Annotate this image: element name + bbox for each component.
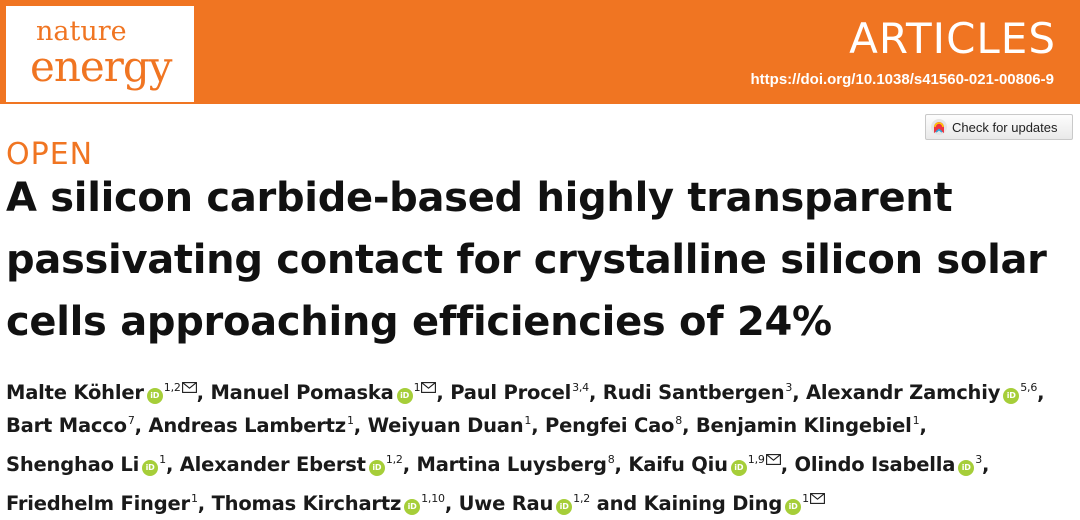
- author-separator: ,: [436, 381, 451, 404]
- author-entry: Malte Köhler iD1,2,: [6, 381, 210, 404]
- author-separator: ,: [682, 414, 696, 437]
- check-for-updates-label: Check for updates: [952, 119, 1058, 135]
- title-line: A silicon carbide-based highly transpare…: [6, 175, 953, 221]
- author-name[interactable]: Malte Köhler: [6, 381, 144, 404]
- email-envelope-icon[interactable]: [809, 481, 825, 514]
- author-entry: Bart Macco7,: [6, 414, 148, 437]
- author-name[interactable]: Benjamin Klingebiel: [695, 414, 912, 437]
- author-name[interactable]: Alexander Eberst: [179, 453, 366, 476]
- author-entry: Paul Procel3,4,: [450, 381, 603, 404]
- author-entry: Pengfei Cao8,: [545, 414, 696, 437]
- author-name[interactable]: Rudi Santbergen: [602, 381, 785, 404]
- author-entry: Shenghao Li iD1,: [6, 453, 180, 476]
- logo-text-nature: nature: [36, 16, 127, 47]
- email-envelope-icon[interactable]: [421, 370, 437, 403]
- article-title: A silicon carbide-based highly transpare…: [6, 167, 1076, 353]
- email-envelope-icon[interactable]: [181, 370, 197, 403]
- journal-logo[interactable]: nature energy: [6, 6, 194, 102]
- journal-banner: nature energy ARTICLES https://doi.org/1…: [0, 0, 1080, 104]
- logo-text-energy: energy: [30, 42, 172, 91]
- author-entry: Andreas Lambertz1,: [148, 414, 367, 437]
- author-entry: Kaifu Qiu iD1,9,: [628, 453, 794, 476]
- email-envelope-icon[interactable]: [765, 442, 781, 475]
- orcid-icon[interactable]: iD: [404, 499, 421, 515]
- check-for-updates-button[interactable]: Check for updates: [925, 114, 1073, 140]
- affiliation-number: 1: [159, 453, 166, 466]
- affiliation-number: 1: [413, 381, 421, 394]
- doi-link[interactable]: https://doi.org/10.1038/s41560-021-00806…: [750, 71, 1055, 88]
- author-entry: Weiyuan Duan1,: [368, 414, 545, 437]
- author-name[interactable]: Andreas Lambertz: [148, 414, 346, 437]
- article-type-label: ARTICLES: [849, 14, 1056, 63]
- affiliation-number: 1,2: [163, 381, 181, 394]
- author-name[interactable]: Kaifu Qiu: [628, 453, 728, 476]
- affiliation-number: 1: [190, 492, 198, 505]
- author-name[interactable]: Martina Luysberg: [416, 453, 607, 476]
- author-name[interactable]: Alexandr Zamchiy: [806, 381, 1001, 404]
- author-entry: Alexandr Zamchiy iD5,6,: [806, 381, 1045, 404]
- affiliation-number: 7: [127, 414, 135, 427]
- author-separator: ,: [780, 453, 795, 476]
- author-name[interactable]: Paul Procel: [450, 381, 572, 404]
- author-separator: ,: [196, 381, 211, 404]
- crossmark-icon: [926, 115, 952, 139]
- author-separator: ,: [792, 381, 806, 404]
- affiliation-number: 1,9: [747, 453, 765, 466]
- affiliation-number: 5,6: [1020, 381, 1038, 394]
- author-separator: ,: [353, 414, 368, 437]
- affiliation-number: 1,2: [385, 453, 403, 466]
- orcid-icon[interactable]: iD: [146, 388, 163, 404]
- author-separator: ,: [588, 381, 603, 404]
- affiliation-number: 1: [346, 414, 354, 427]
- affiliation-number: 3,4: [572, 381, 589, 394]
- orcid-icon[interactable]: iD: [730, 460, 747, 476]
- open-access-label: OPEN: [6, 137, 94, 172]
- affiliation-number: 3: [975, 453, 982, 466]
- author-separator: ,: [165, 453, 180, 476]
- author-name[interactable]: Shenghao Li: [6, 453, 140, 476]
- author-name[interactable]: Olindo Isabella: [794, 453, 956, 476]
- affiliation-number: 1: [524, 414, 532, 427]
- author-list: Malte Köhler iD1,2, Manuel Pomaska iD1, Pa…: [6, 370, 1076, 520]
- title-line: passivating contact for crystalline sili…: [6, 237, 1047, 283]
- author-separator: ,: [531, 414, 546, 437]
- author-entry: Benjamin Klingebiel1,: [696, 414, 927, 437]
- affiliation-number: 8: [675, 414, 683, 427]
- author-entry: Rudi Santbergen3,: [603, 381, 806, 404]
- orcid-icon[interactable]: iD: [396, 388, 413, 404]
- affiliation-number: 1,10: [421, 492, 445, 505]
- author-separator: ,: [919, 414, 927, 437]
- author-separator: ,: [1037, 381, 1045, 404]
- affiliation-number: 3: [785, 381, 793, 394]
- orcid-icon[interactable]: iD: [785, 499, 802, 515]
- author-name[interactable]: Manuel Pomaska: [210, 381, 394, 404]
- author-name[interactable]: Bart Macco: [6, 414, 127, 437]
- author-separator: ,: [614, 453, 629, 476]
- affiliation-number: 1,2: [573, 492, 591, 505]
- orcid-icon[interactable]: iD: [368, 460, 385, 476]
- affiliation-number: 1: [912, 414, 920, 427]
- orcid-icon[interactable]: iD: [1003, 388, 1020, 404]
- author-entry: Olindo Isabella iD3,: [794, 453, 989, 476]
- affiliation-number: 8: [607, 453, 615, 466]
- orcid-icon[interactable]: iD: [556, 499, 573, 515]
- author-separator: ,: [134, 414, 149, 437]
- author-entry: Manuel Pomaska iD1,: [210, 381, 450, 404]
- affiliation-number: 1: [802, 492, 809, 505]
- author-separator: ,: [982, 453, 990, 476]
- author-name[interactable]: Pengfei Cao: [545, 414, 675, 437]
- orcid-icon[interactable]: iD: [142, 460, 159, 476]
- author-name[interactable]: Weiyuan Duan: [367, 414, 524, 437]
- title-line: cells approaching efficiencies of 24%: [6, 299, 832, 345]
- author-entry: Alexander Eberst iD1,2,: [180, 453, 417, 476]
- author-entry: Martina Luysberg8,: [417, 453, 629, 476]
- orcid-icon[interactable]: iD: [958, 460, 975, 476]
- author-separator: ,: [402, 453, 417, 476]
